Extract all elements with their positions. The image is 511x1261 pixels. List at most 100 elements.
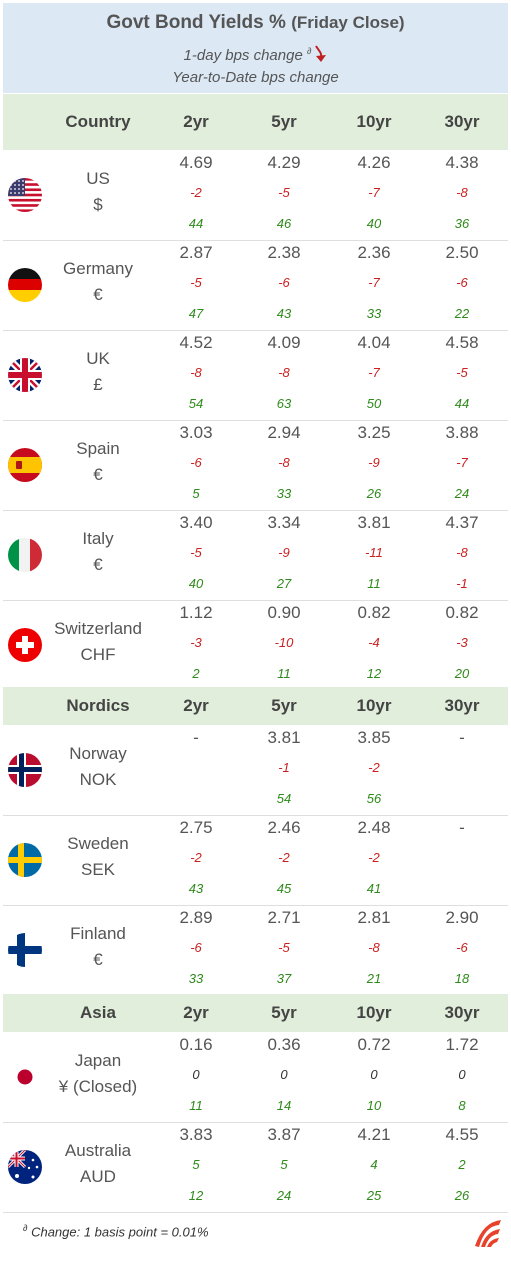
- uk-flag-icon: [8, 358, 42, 392]
- day-change-value: -3: [456, 635, 468, 650]
- yield-value: 2.50: [445, 243, 479, 262]
- us-flag-icon: [8, 178, 42, 212]
- yield-value: 2.89: [179, 908, 213, 927]
- day-change-value: -2: [190, 850, 202, 865]
- yield-value: 4.29: [267, 153, 301, 172]
- day-change-value: 0: [280, 1067, 288, 1082]
- table-row: UK £4.52 -8 54 4.09 -8 63 4.04 -7 50 4.58 -5 44: [3, 330, 508, 421]
- yield-value: -: [193, 728, 199, 747]
- yield-value: 2.46: [267, 818, 301, 837]
- ytd-change-value: 40: [366, 216, 382, 231]
- yield-value: 3.83: [179, 1125, 213, 1144]
- day-change-value: 2: [458, 1157, 466, 1172]
- day-change-value: -3: [190, 635, 202, 650]
- yield-value: -: [459, 818, 465, 837]
- ytd-change-value: 41: [366, 881, 382, 896]
- yield-value: 2.48: [357, 818, 391, 837]
- country-name: UK: [86, 349, 110, 368]
- ytd-change-value: 22: [454, 306, 470, 321]
- yield-value: 3.81: [267, 728, 301, 747]
- yield-value: 2.94: [267, 423, 301, 442]
- yield-value: 2.90: [445, 908, 479, 927]
- footnote-marker: ∂: [23, 1223, 28, 1233]
- yield-value: 4.09: [267, 333, 301, 352]
- country-name: Spain: [76, 439, 120, 458]
- ytd-change-value: 12: [188, 1188, 204, 1203]
- column-header-10yr: 10yr: [356, 696, 392, 715]
- section-label: Country: [65, 112, 131, 131]
- day-change-value: -6: [456, 275, 468, 290]
- section-header-nordics: Nordics 2yr 5yr 10yr 30yr: [3, 687, 508, 725]
- column-header-2yr: 2yr: [183, 112, 209, 131]
- column-header-5yr: 5yr: [271, 112, 297, 131]
- day-change-value: -6: [456, 940, 468, 955]
- column-header-10yr: 10yr: [356, 112, 392, 131]
- day-change-value: -5: [278, 185, 290, 200]
- country-name: Switzerland: [54, 619, 142, 638]
- currency-label: ¥ (Closed): [58, 1077, 138, 1096]
- ytd-change-value: 11: [189, 1098, 203, 1113]
- country-name: Finland: [70, 924, 126, 943]
- italy-flag-icon: [8, 538, 42, 572]
- ytd-change-value: 2: [192, 666, 200, 681]
- country-name: Norway: [69, 744, 127, 763]
- yield-value: 3.03: [179, 423, 213, 442]
- ytd-change-value: 46: [276, 216, 292, 231]
- day-change-value: -8: [278, 455, 290, 470]
- ytd-change-value: 44: [188, 216, 204, 231]
- column-header-2yr: 2yr: [183, 696, 209, 715]
- footnote-marker: ∂: [306, 45, 312, 56]
- day-change-value: -6: [190, 940, 202, 955]
- country-name: Italy: [82, 529, 114, 548]
- ytd-change-value: 21: [366, 971, 382, 986]
- finland-flag-icon: [8, 933, 42, 967]
- day-change-value: -4: [368, 635, 380, 650]
- ytd-change-value: 10: [366, 1098, 382, 1113]
- day-change-value: -7: [456, 455, 468, 470]
- day-change-value: -7: [368, 365, 380, 380]
- ytd-change-value: 63: [276, 396, 292, 411]
- ytd-change-value: 44: [454, 396, 470, 411]
- day-change-value: -1: [278, 760, 290, 775]
- title-suffix: (Friday Close): [291, 13, 405, 32]
- table-row: Japan ¥ (Closed) 0.16 0 11 0.36 0 14 0.72 0 10 1.72…: [3, 1032, 508, 1123]
- yield-value: 4.58: [445, 333, 479, 352]
- column-header-30yr: 30yr: [444, 696, 480, 715]
- yield-value: 2.75: [179, 818, 213, 837]
- currency-label: AUD: [80, 1167, 116, 1186]
- currency-label: €: [93, 285, 103, 304]
- day-change-value: -8: [368, 940, 380, 955]
- day-change-value: 0: [370, 1067, 378, 1082]
- day-change-value: -2: [368, 850, 380, 865]
- ytd-change-value: 37: [276, 971, 292, 986]
- column-header-2yr: 2yr: [183, 1003, 209, 1022]
- day-change-legend: 1-day bps change ∂: [3, 45, 508, 67]
- day-change-value: -5: [190, 545, 202, 560]
- day-change-value: -8: [456, 185, 468, 200]
- day-change-value: 0: [458, 1067, 466, 1082]
- ytd-change-value: -1: [456, 576, 468, 591]
- day-change-value: -2: [278, 850, 290, 865]
- footer: ∂ Change: 1 basis point = 0.01%: [3, 1212, 508, 1261]
- country-name: Australia: [64, 1141, 132, 1160]
- day-change-value: -11: [365, 545, 383, 560]
- day-change-value: -8: [278, 365, 290, 380]
- day-change-value: -8: [190, 365, 202, 380]
- yield-value: 4.52: [179, 333, 213, 352]
- column-header-30yr: 30yr: [444, 1003, 480, 1022]
- yield-value: 2.36: [357, 243, 391, 262]
- footnote-text: Change: 1 basis point = 0.01%: [31, 1224, 209, 1240]
- switzerland-flag-icon: [8, 628, 42, 662]
- day-change-value: -5: [190, 275, 202, 290]
- ytd-change-value: 12: [366, 666, 382, 681]
- column-header-5yr: 5yr: [271, 696, 297, 715]
- section-label: Asia: [80, 1003, 116, 1022]
- ytd-change-value: 54: [188, 396, 204, 411]
- table-row: Finland €2.89 -6 33 2.71 -5 37 2.81 -8 21 2.90 -6 18: [3, 905, 508, 996]
- yield-value: 1.12: [179, 603, 213, 622]
- ytd-change-value: 54: [276, 791, 292, 806]
- ytd-change-value: 8: [458, 1098, 466, 1113]
- country-name: US: [86, 169, 110, 188]
- ytd-change-value: 47: [188, 306, 204, 321]
- ytd-change-value: 45: [276, 881, 292, 896]
